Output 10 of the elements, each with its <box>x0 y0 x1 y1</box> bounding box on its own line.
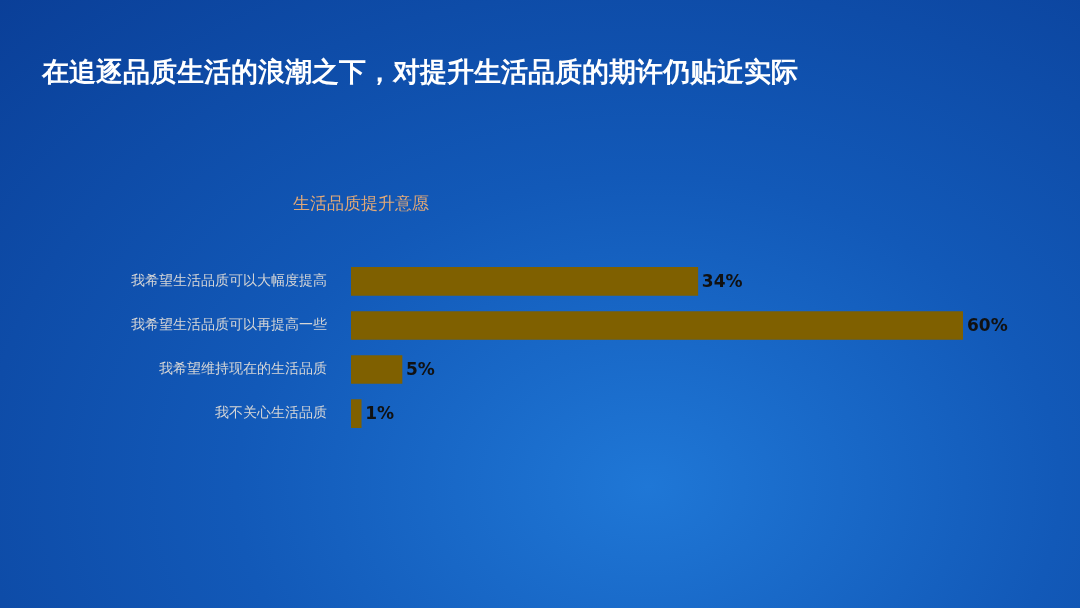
data-label: 60% <box>967 314 1008 335</box>
data-label: 34% <box>701 270 743 291</box>
y-tick-label: 我希望维持现在的生活品质 <box>159 360 327 377</box>
data-label: 1% <box>365 403 395 423</box>
y-tick-label: 我希望生活品质可以大幅度提高 <box>131 272 327 289</box>
y-tick-label: 我希望生活品质可以再提高一些 <box>131 316 327 333</box>
y-tick-label: 我不关心生活品质 <box>215 404 327 421</box>
data-label: 5% <box>406 358 435 379</box>
chart-subtitle: 生活品质提升意愿 <box>293 192 429 215</box>
chart-title: 在追逐品质生活的浪潮之下，对提升生活品质的期许仍贴近实际 <box>42 55 798 89</box>
